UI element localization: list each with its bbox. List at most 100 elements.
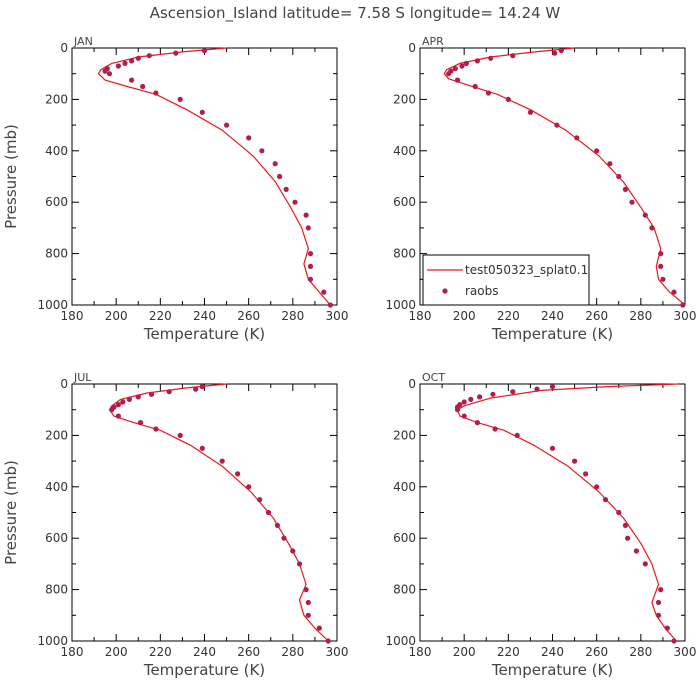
raobs-point xyxy=(616,509,622,516)
x-tick-label: 180 xyxy=(61,309,84,323)
y-tick-label: 800 xyxy=(393,583,416,597)
y-tick-label: 0 xyxy=(60,41,68,55)
y-axis-label: Pressure (mb) xyxy=(2,124,20,229)
raobs-point xyxy=(594,484,600,490)
raobs-point xyxy=(655,612,662,618)
raobs-point xyxy=(463,60,469,66)
panel-jan: JAN 180 200 220 240 260 280 300 0 200 400 600 800 100… xyxy=(2,35,348,343)
raobs-point xyxy=(488,55,494,61)
x-tick-label: 260 xyxy=(237,645,260,659)
raobs-point xyxy=(106,71,113,77)
x-tick-label: 300 xyxy=(674,309,697,323)
raobs-point xyxy=(199,445,205,451)
model-series-line xyxy=(108,383,329,642)
y-tick-label: 200 xyxy=(45,428,68,442)
y-tick-label: 600 xyxy=(45,195,68,209)
raobs-point xyxy=(148,391,155,397)
raobs-point xyxy=(510,389,516,395)
x-tick-label: 300 xyxy=(326,645,349,659)
raobs-point xyxy=(177,432,183,438)
raobs-point xyxy=(193,386,199,392)
raobs-point xyxy=(219,458,225,464)
x-axis-label: Temperature (K) xyxy=(491,325,613,343)
y-tick-label: 1000 xyxy=(37,298,68,312)
raobs-point xyxy=(102,68,108,74)
panel-label: JUL xyxy=(73,371,92,384)
legend-model-label: test050323_splat0.1 xyxy=(465,263,588,277)
raobs-point xyxy=(201,48,208,54)
raobs-point xyxy=(633,548,640,554)
raobs-point xyxy=(622,522,629,529)
panel-jul: JUL 180 200 220 240 260 280 300 0 200 400 600 800 100… xyxy=(2,371,348,679)
raobs-point xyxy=(135,55,141,61)
raobs-point xyxy=(554,122,560,128)
raobs-point xyxy=(680,302,686,308)
panel-apr: APR 180 200 220 240 260 280 300 0 200 400 600 800 100… xyxy=(385,35,696,343)
raobs-point xyxy=(625,535,631,541)
panel-label: APR xyxy=(422,35,444,48)
legend-box xyxy=(422,254,590,306)
y-tick-label: 200 xyxy=(393,428,416,442)
model-series-line xyxy=(97,47,331,306)
x-tick-label: 220 xyxy=(497,645,520,659)
raobs-point xyxy=(549,445,556,451)
raobs-point xyxy=(649,225,655,231)
raobs-point xyxy=(283,186,289,192)
raobs-point xyxy=(140,83,146,90)
y-tick-label: 1000 xyxy=(37,634,68,648)
raobs-point xyxy=(459,63,465,69)
y-tick-label: 400 xyxy=(393,480,416,494)
x-tick-label: 240 xyxy=(193,645,216,659)
raobs-point xyxy=(199,384,205,390)
raobs-point xyxy=(259,148,265,154)
y-axis-label: Pressure (mb) xyxy=(2,460,20,565)
x-tick-label: 200 xyxy=(105,645,128,659)
panel-label: JAN xyxy=(73,35,93,48)
x-tick-label: 240 xyxy=(193,309,216,323)
raobs-point xyxy=(177,96,183,102)
x-axis-label: Temperature (K) xyxy=(143,325,265,343)
y-tick-label: 400 xyxy=(393,144,416,158)
x-tick-label: 220 xyxy=(149,645,172,659)
x-tick-label: 280 xyxy=(629,645,652,659)
raobs-point xyxy=(583,471,589,477)
panel-label: OCT xyxy=(422,371,445,384)
y-tick-label: 400 xyxy=(45,144,68,158)
y-tick-label: 1000 xyxy=(385,298,416,312)
raobs-point xyxy=(655,599,662,606)
x-axis-label: Temperature (K) xyxy=(143,661,265,679)
raobs-point xyxy=(115,413,121,419)
raobs-point xyxy=(474,58,480,64)
raobs-point xyxy=(574,135,580,141)
y-tick-label: 400 xyxy=(45,480,68,494)
raobs-point xyxy=(305,225,311,231)
y-tick-label: 800 xyxy=(45,583,68,597)
plot-frame xyxy=(71,47,338,306)
raobs-point xyxy=(115,402,121,408)
x-tick-label: 240 xyxy=(541,309,564,323)
y-tick-label: 200 xyxy=(393,92,416,106)
x-tick-label: 280 xyxy=(281,309,304,323)
raobs-point xyxy=(321,289,327,295)
x-tick-label: 260 xyxy=(585,645,608,659)
y-tick-label: 0 xyxy=(408,41,416,55)
raobs-point xyxy=(126,396,132,402)
plot-frame xyxy=(419,383,686,642)
raobs-point xyxy=(296,561,303,567)
raobs-point xyxy=(199,109,205,115)
x-tick-label: 180 xyxy=(409,645,432,659)
raobs-point xyxy=(658,251,664,257)
model-series-line xyxy=(456,383,679,642)
raobs-point xyxy=(510,53,516,59)
raobs-point xyxy=(274,522,280,529)
raobs-point xyxy=(472,83,478,90)
raobs-point xyxy=(122,60,128,66)
raobs-point xyxy=(527,109,534,115)
raobs-point xyxy=(607,161,613,167)
raobs-point xyxy=(552,50,558,56)
raobs-point xyxy=(671,289,677,295)
raobs-point xyxy=(153,426,159,432)
x-tick-label: 300 xyxy=(674,645,697,659)
x-tick-label: 260 xyxy=(237,309,260,323)
